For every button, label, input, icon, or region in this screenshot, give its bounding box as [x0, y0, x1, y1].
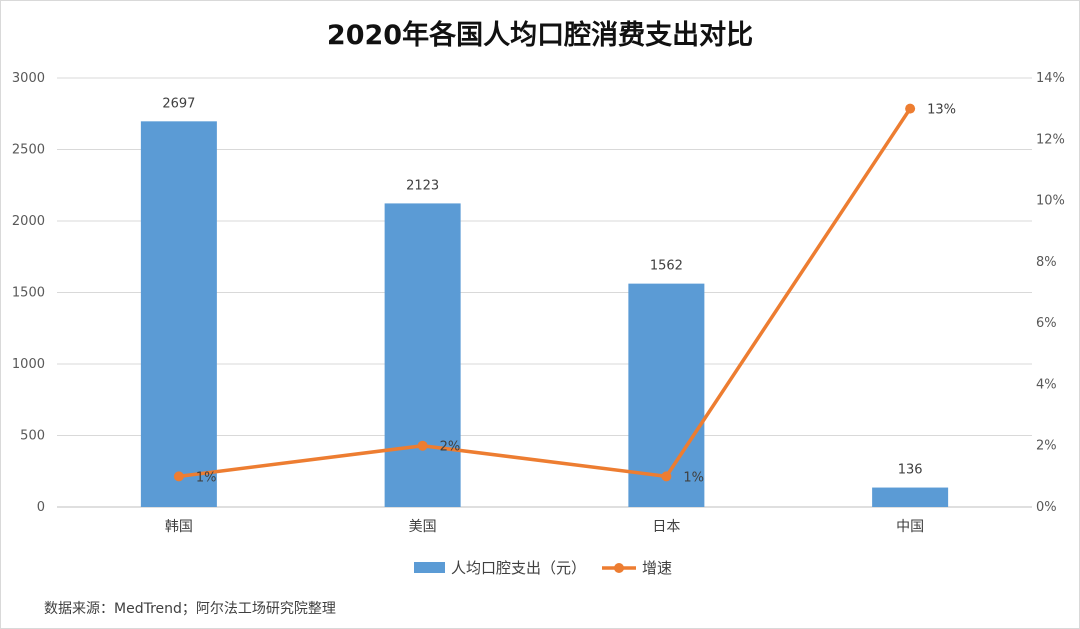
right-tick-label: 12% — [1036, 132, 1065, 147]
legend-swatch-bar — [414, 562, 445, 573]
left-tick-label: 500 — [20, 429, 45, 444]
bar-data-label: 2123 — [406, 178, 439, 193]
bar — [140, 121, 217, 507]
growth-point — [661, 471, 672, 482]
source-note: 数据来源：MedTrend；阿尔法工场研究院整理 — [44, 601, 336, 617]
growth-point — [173, 471, 184, 482]
bar — [384, 203, 461, 507]
right-axis: 0% 2% 4% 6% 8% 10% 12% 14% — [1036, 71, 1065, 515]
right-tick-label: 14% — [1036, 71, 1065, 86]
left-tick-label: 2000 — [12, 214, 45, 229]
gridlines — [57, 77, 1032, 508]
left-tick-label: 1000 — [12, 357, 45, 372]
category-label: 美国 — [409, 519, 437, 535]
left-tick-label: 0 — [37, 500, 45, 515]
bar-data-label: 136 — [898, 463, 923, 478]
legend-label-line: 增速 — [642, 559, 672, 577]
legend-swatch-marker — [614, 563, 624, 573]
growth-data-label: 1% — [196, 470, 217, 485]
left-tick-label: 1500 — [12, 286, 45, 301]
right-tick-label: 0% — [1036, 500, 1057, 515]
growth-data-label: 2% — [440, 440, 461, 455]
category-label: 日本 — [652, 519, 680, 535]
right-tick-label: 2% — [1036, 439, 1057, 454]
bar — [872, 487, 949, 507]
left-axis: 0 500 1000 1500 2000 2500 3000 — [12, 71, 45, 515]
legend: 人均口腔支出（元） 增速 — [414, 559, 672, 577]
category-label: 韩国 — [165, 519, 193, 535]
right-tick-label: 4% — [1036, 377, 1057, 392]
category-label: 中国 — [896, 519, 924, 535]
bar — [628, 283, 705, 507]
growth-point — [417, 440, 428, 451]
growth-point — [905, 103, 916, 114]
growth-data-label: 1% — [683, 470, 704, 485]
left-tick-label: 3000 — [12, 71, 45, 86]
growth-data-label: 13% — [927, 103, 956, 118]
right-tick-label: 10% — [1036, 194, 1065, 209]
legend-label-bar: 人均口腔支出（元） — [451, 559, 586, 577]
line-series: 1% 2% 1% 13% — [173, 103, 956, 485]
bar-data-label: 1562 — [650, 259, 683, 274]
growth-line — [178, 107, 912, 479]
category-axis: 韩国 美国 日本 中国 — [165, 519, 924, 535]
right-tick-label: 6% — [1036, 316, 1057, 331]
left-tick-label: 2500 — [12, 143, 45, 158]
chart-title: 2020年各国人均口腔消费支出对比 — [327, 19, 753, 51]
right-tick-label: 8% — [1036, 255, 1057, 270]
bar-series: 2697 2123 1562 136 — [140, 96, 949, 507]
bar-data-label: 2697 — [162, 96, 195, 111]
